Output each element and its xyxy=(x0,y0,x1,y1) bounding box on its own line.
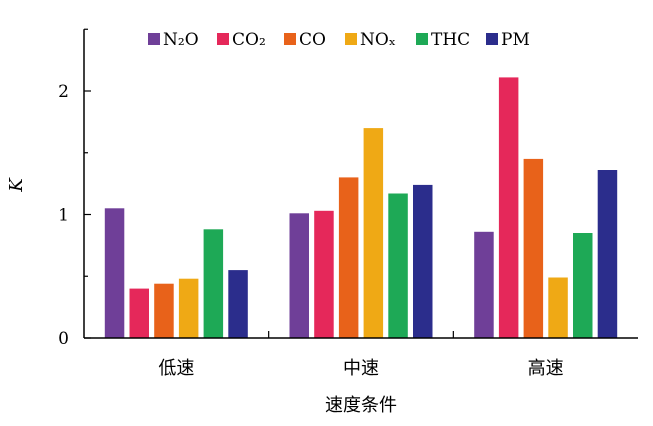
bar xyxy=(523,158,544,338)
y-axis-title: K xyxy=(6,177,27,193)
bar xyxy=(203,229,224,338)
y-tick-label: 2 xyxy=(58,82,69,102)
legend-label: CO xyxy=(299,30,326,50)
bar xyxy=(228,270,248,338)
bar xyxy=(573,233,593,338)
bar xyxy=(289,213,309,338)
bar xyxy=(498,77,519,339)
legend-swatch xyxy=(217,33,229,45)
bar xyxy=(154,283,174,338)
legend-label: THC xyxy=(431,30,470,50)
bar xyxy=(129,288,149,338)
bars xyxy=(104,77,618,339)
bar xyxy=(413,184,433,338)
x-category-label: 中速 xyxy=(343,358,379,379)
legend-label: NOₓ xyxy=(360,30,396,50)
legend-label: PM xyxy=(501,30,530,50)
legend-swatch xyxy=(148,33,160,45)
x-axis-title: 速度条件 xyxy=(325,395,397,416)
bar xyxy=(314,210,334,338)
x-category-label: 低速 xyxy=(158,358,194,379)
legend-label: CO₂ xyxy=(232,30,266,50)
legend: N₂O CO₂ CO NOₓ THC PM xyxy=(148,30,530,50)
bar xyxy=(474,231,494,338)
bar xyxy=(548,277,568,338)
bar xyxy=(363,128,384,338)
legend-swatch xyxy=(284,33,296,45)
axes xyxy=(83,28,638,339)
bar xyxy=(178,278,199,338)
legend-label: N₂O xyxy=(163,30,199,50)
y-tick-label: 1 xyxy=(58,206,69,226)
legend-swatch xyxy=(345,33,357,45)
legend-swatch xyxy=(416,33,428,45)
legend-swatch xyxy=(486,33,498,45)
x-category-label: 高速 xyxy=(528,358,564,379)
bar xyxy=(338,177,359,338)
bar xyxy=(388,193,408,338)
y-tick-label: 0 xyxy=(58,329,69,349)
bar xyxy=(104,208,125,338)
bar xyxy=(597,170,618,338)
